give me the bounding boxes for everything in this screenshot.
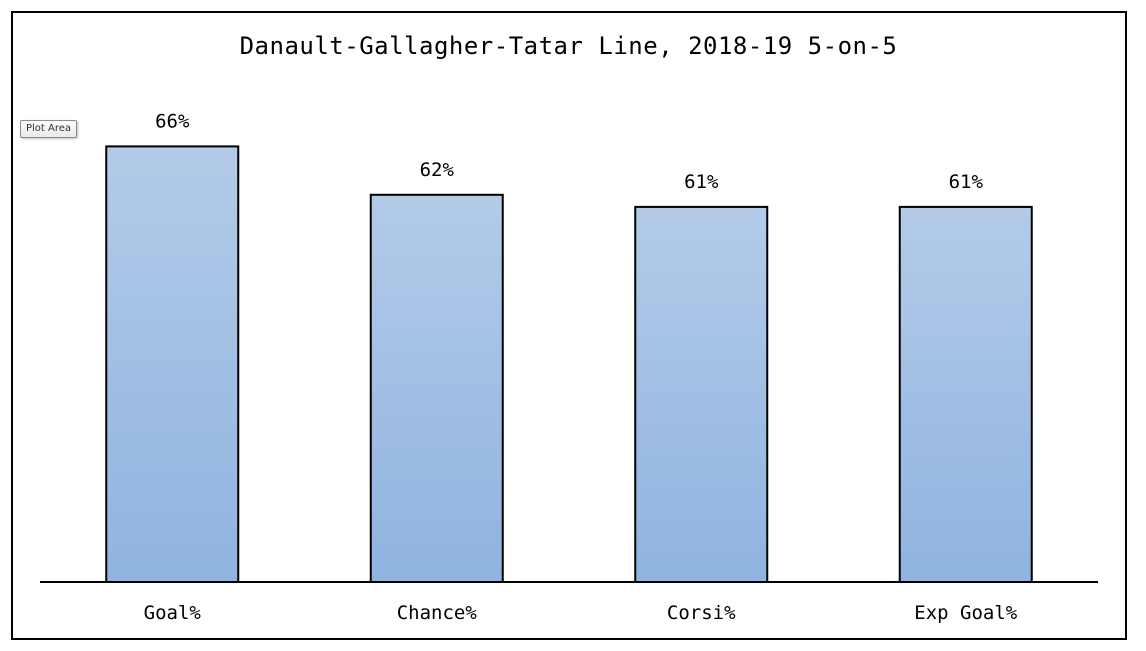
data-label: 66% — [155, 110, 190, 132]
x-tick-label: Chance% — [397, 602, 478, 624]
data-label: 61% — [684, 171, 719, 193]
bars-layer — [105, 145, 1033, 584]
x-tick-label: Goal% — [144, 602, 202, 624]
data-label: 62% — [420, 159, 455, 181]
bar-chance — [369, 193, 504, 584]
labels-layer: 66% Goal% 62% Chance% 61% Corsi% 61% Exp Goal% — [144, 110, 1018, 624]
x-tick-label: Corsi% — [667, 602, 736, 624]
bar-exp-goal — [898, 205, 1033, 583]
bar-goal — [105, 145, 240, 583]
x-tick-label: Exp Goal% — [914, 602, 1018, 624]
bar-corsi — [634, 205, 769, 583]
plot-area-tooltip: Plot Area — [20, 120, 78, 138]
data-label: 61% — [949, 171, 984, 193]
chart-title: Danault-Gallagher-Tatar Line, 2018-19 5-… — [239, 32, 898, 60]
